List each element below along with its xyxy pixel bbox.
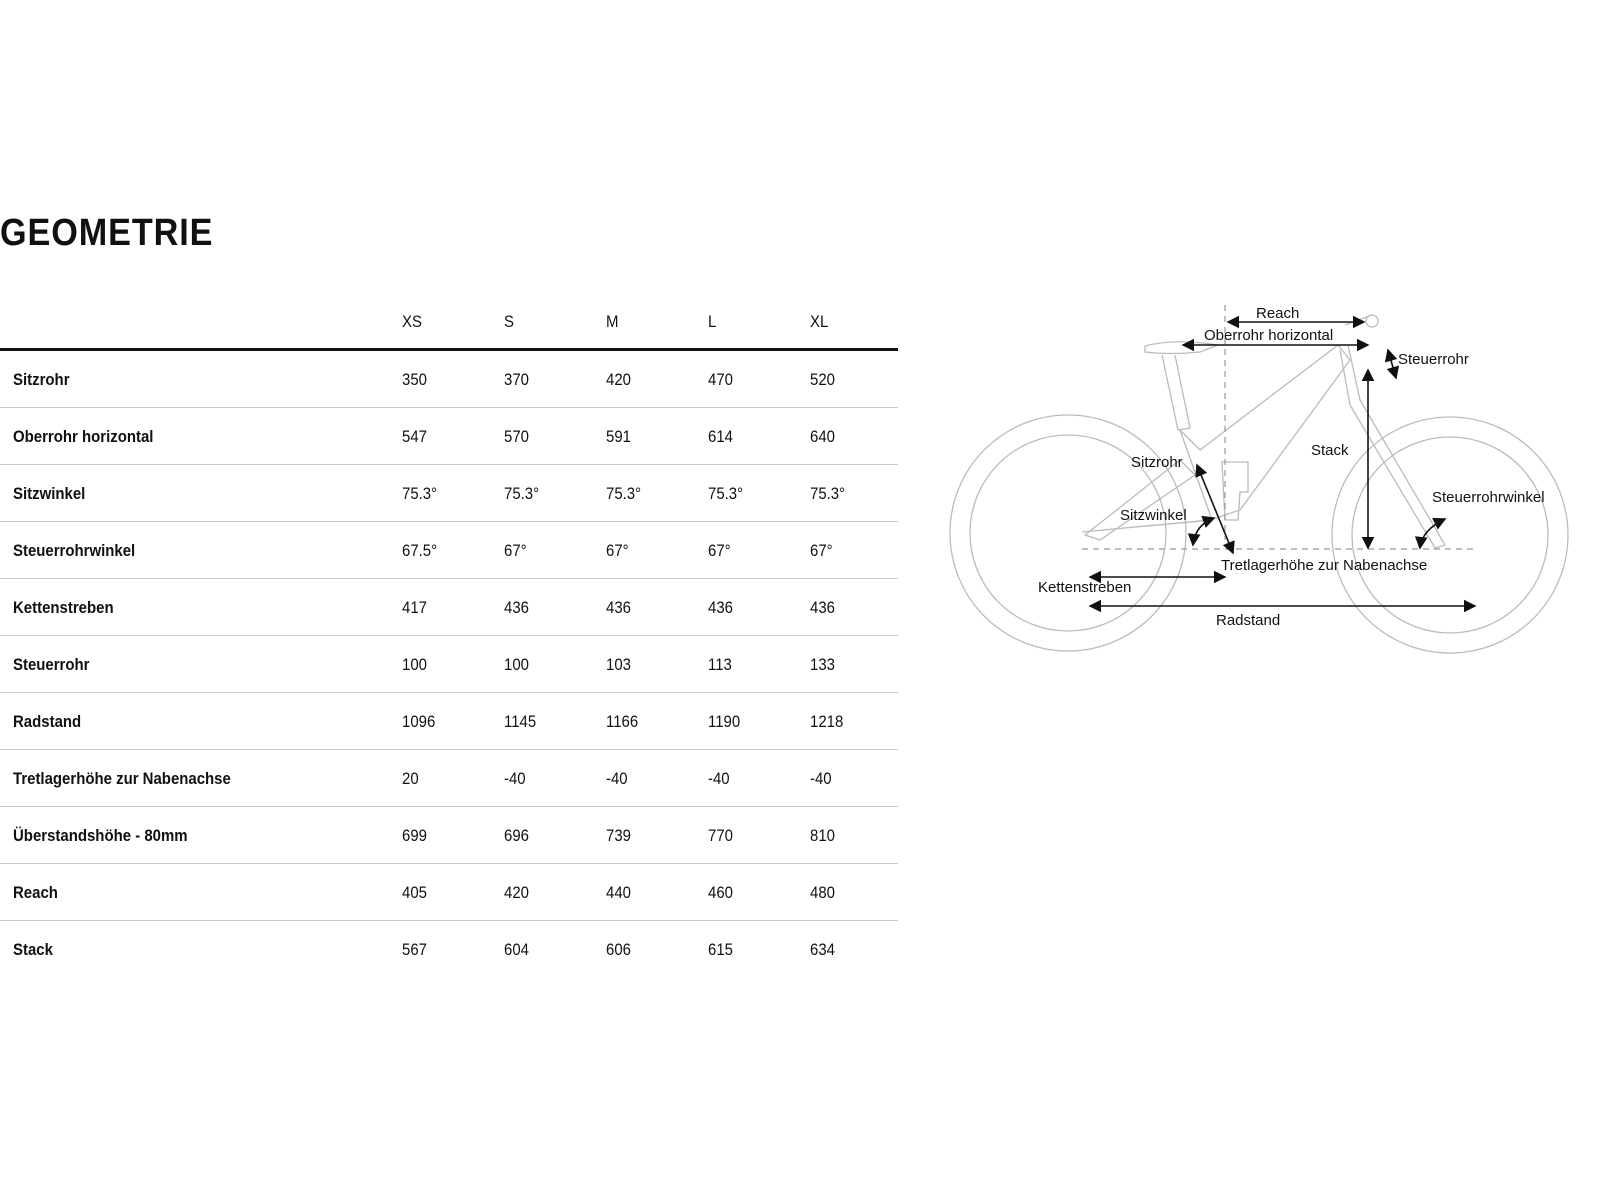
table-row: Reach 405 420 440 460 480 [0,864,898,921]
row-value: 1166 [606,712,639,731]
row-value: 604 [504,940,529,959]
table-row: Tretlagerhöhe zur Nabenachse 20 -40 -40 -40 -… [0,750,898,807]
row-value: 547 [402,427,427,446]
row-value: 634 [810,940,835,959]
row-value: 436 [504,598,529,617]
row-value: 640 [810,427,835,446]
row-value: 75.3° [810,484,846,503]
row-label: Oberrohr horizontal [13,427,154,446]
row-value: 614 [708,427,733,446]
column-header: XL [810,312,829,331]
label-head-tube: Steuerrohr [1398,351,1469,368]
row-value: 100 [402,655,427,674]
column-header: M [606,312,619,331]
row-value: 436 [810,598,835,617]
table-row: Steuerrohrwinkel 67.5° 67° 67° 67° 67° [0,522,898,579]
row-value: 75.3° [606,484,642,503]
table-row: Überstandshöhe - 80mm 699 696 739 770 810 [0,807,898,864]
column-header: S [504,312,514,331]
table-row: Sitzrohr 350 370 420 470 520 [0,351,898,408]
bike-outline [949,314,1569,654]
row-value: 75.3° [504,484,540,503]
row-value: 615 [708,940,733,959]
row-value: -40 [504,769,526,788]
measurement-arrows [1088,315,1477,613]
row-value: 1218 [810,712,844,731]
row-value: 696 [504,826,529,845]
label-wheelbase: Radstand [1216,612,1280,629]
row-value: -40 [708,769,730,788]
table-header: XS S M L XL [0,296,898,351]
table-row: Kettenstreben 417 436 436 436 436 [0,579,898,636]
row-label: Tretlagerhöhe zur Nabenachse [13,769,231,788]
row-value: 370 [504,370,529,389]
row-value: 75.3° [402,484,438,503]
label-stack: Stack [1311,442,1349,459]
table-row: Sitzwinkel 75.3° 75.3° 75.3° 75.3° 75.3° [0,465,898,522]
row-value: 739 [606,826,631,845]
table-row: Steuerrohr 100 100 103 113 133 [0,636,898,693]
row-value: 1190 [708,712,741,731]
row-value: 67° [708,541,731,560]
row-value: 436 [708,598,733,617]
row-label: Reach [13,883,58,902]
row-value: 470 [708,370,733,389]
row-value: 113 [708,655,732,674]
row-label: Stack [13,940,53,959]
row-value: 480 [810,883,835,902]
row-value: 350 [402,370,427,389]
row-value: 699 [402,826,427,845]
row-value: 520 [810,370,835,389]
column-header: XS [402,312,422,331]
row-value: 570 [504,427,529,446]
row-value: 20 [402,769,419,788]
row-value: 417 [402,598,427,617]
label-top-tube: Oberrohr horizontal [1204,327,1333,344]
label-seat-angle: Sitzwinkel [1120,507,1187,524]
row-label: Steuerrohrwinkel [13,541,136,560]
row-value: 436 [606,598,631,617]
label-chainstay: Kettenstreben [1038,579,1131,596]
row-value: 420 [504,883,529,902]
reference-lines [1082,305,1478,550]
row-value: -40 [606,769,628,788]
table-row: Stack 567 604 606 615 634 [0,921,898,977]
row-value: 1145 [504,712,537,731]
row-label: Kettenstreben [13,598,114,617]
row-value: 67° [606,541,629,560]
row-label: Überstandshöhe - 80mm [13,826,188,845]
row-label: Sitzwinkel [13,484,86,503]
row-label: Steuerrohr [13,655,90,674]
row-value: 440 [606,883,631,902]
row-value: 770 [708,826,733,845]
row-value: 67° [810,541,833,560]
row-value: 606 [606,940,631,959]
label-head-angle: Steuerrohrwinkel [1432,489,1545,506]
page-title: GEOMETRIE [0,212,214,254]
row-value: -40 [810,769,832,788]
row-value: 810 [810,826,835,845]
row-value: 133 [810,655,835,674]
row-value: 460 [708,883,733,902]
row-value: 103 [606,655,631,674]
row-value: 1096 [402,712,436,731]
label-bb-drop: Tretlagerhöhe zur Nabenachse [1221,557,1427,574]
table-row: Oberrohr horizontal 547 570 591 614 640 [0,408,898,465]
row-value: 420 [606,370,631,389]
row-value: 591 [606,427,631,446]
label-seat-tube: Sitzrohr [1131,454,1183,471]
row-value: 405 [402,883,427,902]
row-value: 100 [504,655,529,674]
row-value: 567 [402,940,427,959]
row-value: 67° [504,541,527,560]
geometry-table: XS S M L XL Sitzrohr 350 370 420 470 520 Oberr… [0,296,898,977]
column-header: L [708,312,717,331]
row-value: 75.3° [708,484,744,503]
label-reach: Reach [1256,305,1299,322]
row-label: Radstand [13,712,82,731]
row-label: Sitzrohr [13,370,70,389]
table-row: Radstand 1096 1145 1166 1190 1218 [0,693,898,750]
row-value: 67.5° [402,541,438,560]
